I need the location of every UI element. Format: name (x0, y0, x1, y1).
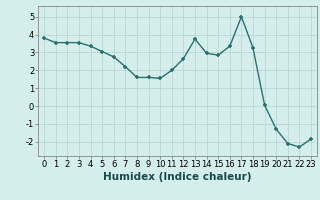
X-axis label: Humidex (Indice chaleur): Humidex (Indice chaleur) (103, 172, 252, 182)
